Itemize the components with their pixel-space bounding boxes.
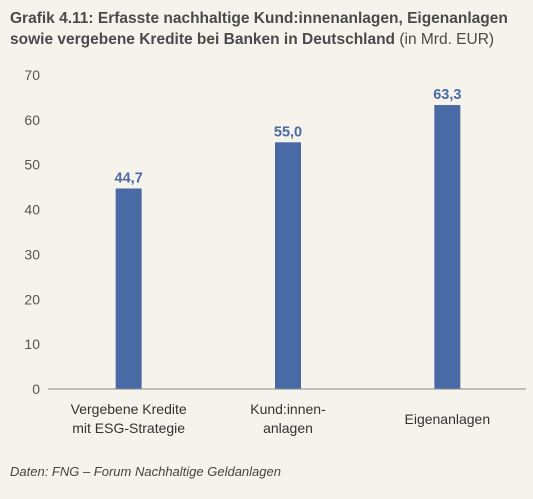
y-tick-label: 40 xyxy=(24,202,40,218)
y-tick-label: 20 xyxy=(24,291,40,307)
y-tick-label: 60 xyxy=(24,112,40,128)
x-category-label: Kund:innen-anlagen xyxy=(250,401,326,436)
x-category-label: Vergebene Kredite mit ESG-Strategie xyxy=(71,401,187,436)
chart-title-unit: (in Mrd. EUR) xyxy=(399,31,495,48)
y-tick-label: 30 xyxy=(24,246,40,262)
bar xyxy=(275,142,301,389)
bar-value-label: 55,0 xyxy=(274,124,302,140)
x-axis: Vergebene Kredite mit ESG-Strategie Kund:i… xyxy=(48,388,526,436)
bar xyxy=(115,188,142,389)
source-note: Daten: FNG – Forum Nachhaltige Geldanlag… xyxy=(10,464,281,479)
bar-value-label: 63,3 xyxy=(433,87,461,103)
y-tick-label: 50 xyxy=(24,157,40,173)
x-category-label: Eigenanlagen xyxy=(405,411,491,427)
y-axis: 0 10 20 30 40 50 60 70 xyxy=(24,67,40,397)
bars xyxy=(115,105,461,389)
y-tick-label: 0 xyxy=(32,381,40,397)
y-tick-label: 70 xyxy=(24,67,40,83)
value-labels: 44,7 55,0 63,3 xyxy=(115,87,462,186)
bar xyxy=(434,105,461,389)
chart-title-main: Grafik 4.11: Erfasste nachhaltige Kund:i… xyxy=(10,10,508,48)
y-tick-label: 10 xyxy=(24,336,40,352)
bar-value-label: 44,7 xyxy=(115,170,143,186)
chart-title: Grafik 4.11: Erfasste nachhaltige Kund:i… xyxy=(10,8,526,50)
